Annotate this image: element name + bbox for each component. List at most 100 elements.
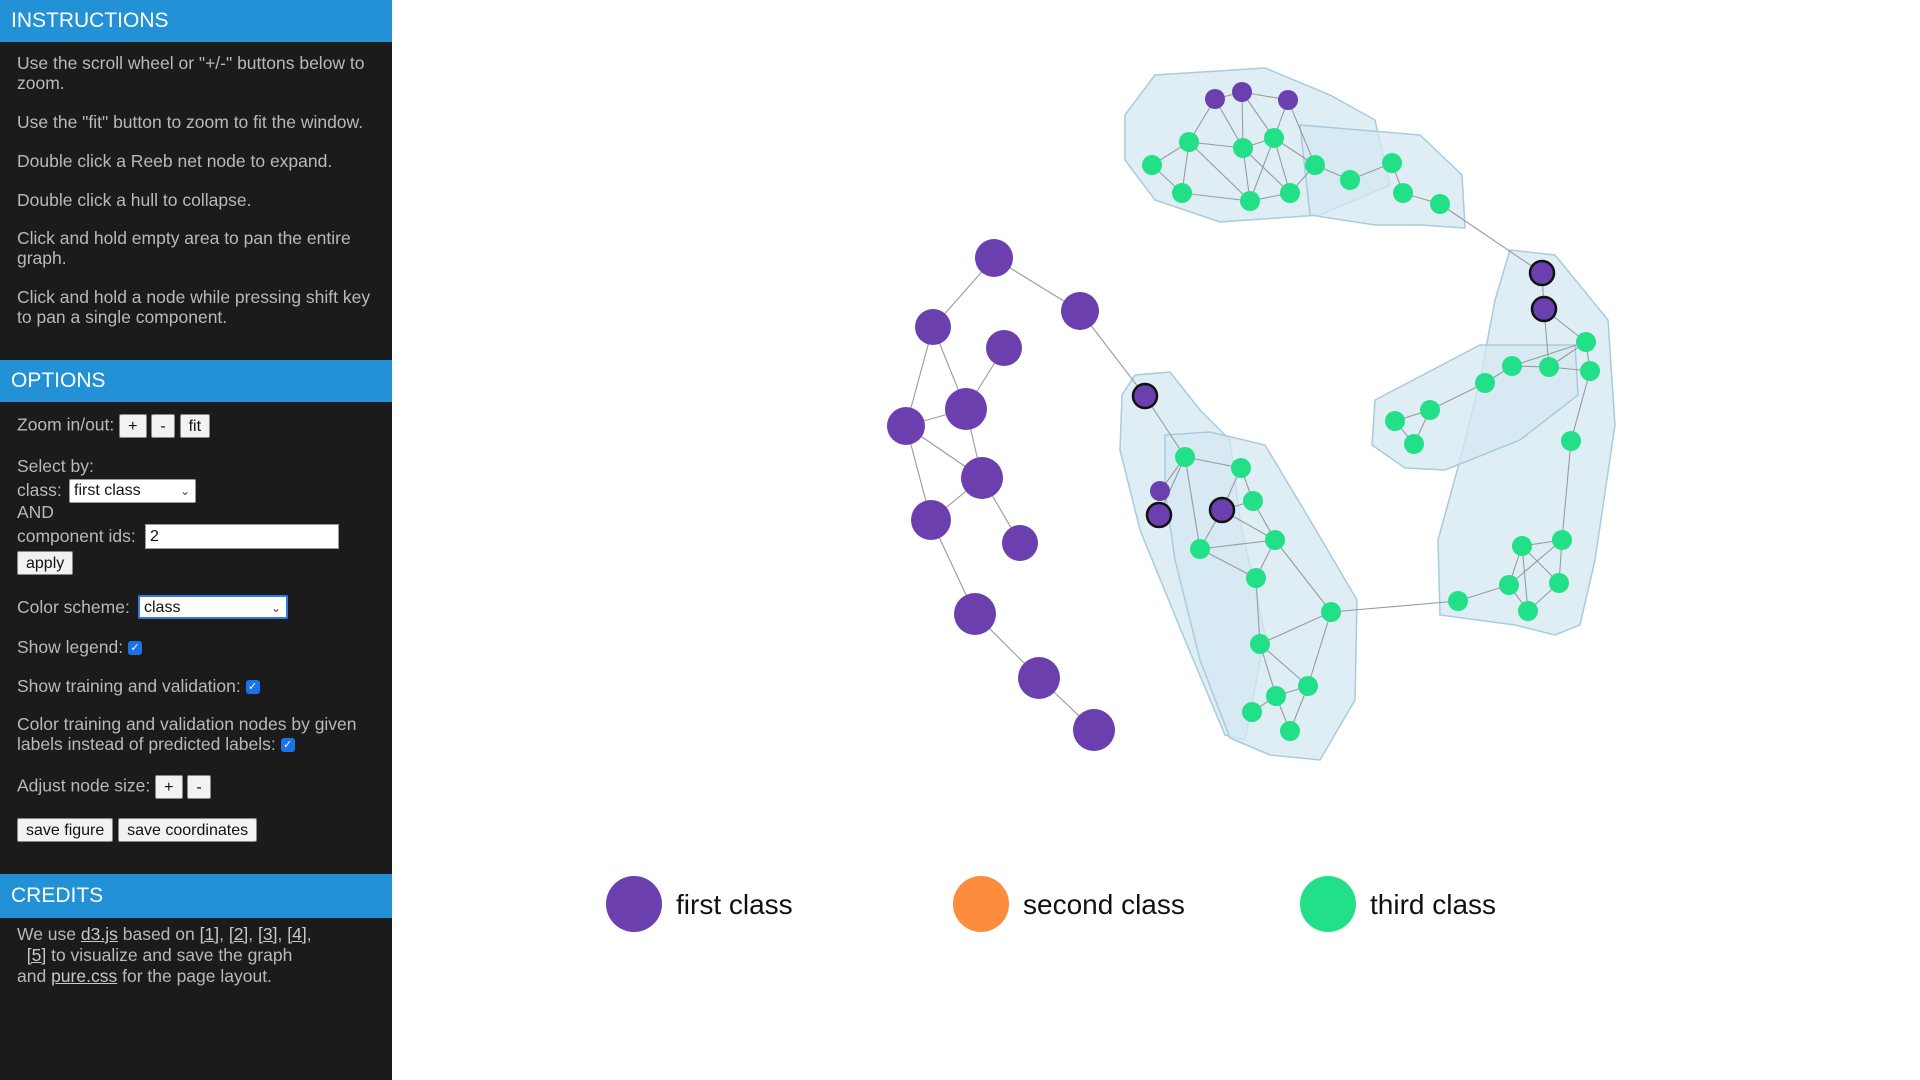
node-m2[interactable] <box>1150 481 1170 501</box>
zoom-fit-button[interactable]: fit <box>179 414 211 438</box>
node-r2[interactable] <box>1530 295 1558 323</box>
node-r15[interactable] <box>1549 573 1569 593</box>
component-ids-input[interactable]: 2 <box>145 524 339 549</box>
node-r9[interactable] <box>1385 411 1405 431</box>
edge <box>1287 99 1316 166</box>
d3-link[interactable]: d3.js <box>80 924 118 944</box>
zoom-row: Zoom in/out: + - fit <box>17 414 211 438</box>
node-size-minus-button[interactable]: - <box>187 775 211 799</box>
node-r6[interactable] <box>1502 356 1522 376</box>
node-r8[interactable] <box>1420 400 1440 420</box>
ref5-link[interactable]: [5] <box>26 945 47 965</box>
and-label: AND <box>17 502 54 522</box>
ref1-link[interactable]: [1] <box>199 924 220 944</box>
node-t11[interactable] <box>1305 155 1325 175</box>
node-p10[interactable] <box>954 593 996 635</box>
edge <box>1570 370 1591 442</box>
save-figure-button[interactable]: save figure <box>17 818 114 842</box>
node-p9[interactable] <box>1002 525 1038 561</box>
instructions-header: INSTRUCTIONS <box>0 0 392 42</box>
node-p4[interactable] <box>986 330 1022 366</box>
node-m14[interactable] <box>1266 686 1286 706</box>
node-t14[interactable] <box>1393 183 1413 203</box>
node-r12[interactable] <box>1552 530 1572 550</box>
show-training-checkbox[interactable]: ✓ <box>245 680 260 695</box>
show-legend-checkbox[interactable]: ✓ <box>127 641 142 656</box>
node-t6[interactable] <box>1264 128 1284 148</box>
apply-button[interactable]: apply <box>17 551 74 575</box>
node-p1[interactable] <box>975 239 1013 277</box>
node-p5[interactable] <box>945 388 987 430</box>
node-p12[interactable] <box>1073 709 1115 751</box>
color-training-checkbox[interactable]: ✓ <box>280 738 295 753</box>
node-t12[interactable] <box>1340 170 1360 190</box>
hull-2 <box>1299 124 1466 229</box>
node-m11[interactable] <box>1321 602 1341 622</box>
select-by-label: Select by: <box>17 456 94 476</box>
node-m15[interactable] <box>1242 702 1262 722</box>
node-size-plus-button[interactable]: + <box>155 775 183 799</box>
zoom-in-button[interactable]: + <box>119 414 147 438</box>
node-m3[interactable] <box>1145 501 1173 529</box>
node-p11[interactable] <box>1018 657 1060 699</box>
node-r14[interactable] <box>1499 575 1519 595</box>
node-m8[interactable] <box>1190 539 1210 559</box>
node-m10[interactable] <box>1246 568 1266 588</box>
instruction-pan-component: Click and hold a node while pressing shi… <box>17 287 371 327</box>
edge <box>1255 577 1261 645</box>
node-r10[interactable] <box>1404 434 1424 454</box>
node-t10[interactable] <box>1280 183 1300 203</box>
instruction-fit: Use the "fit" button to zoom to fit the … <box>17 112 364 132</box>
node-t15[interactable] <box>1430 194 1450 214</box>
legend-label-1: first class <box>676 889 793 920</box>
node-m6[interactable] <box>1231 458 1251 478</box>
edge <box>1199 539 1276 550</box>
zoom-out-button[interactable]: - <box>151 414 175 438</box>
node-t5[interactable] <box>1233 138 1253 158</box>
node-p3[interactable] <box>915 309 951 345</box>
ref2-link[interactable]: [2] <box>228 924 249 944</box>
legend: first class second class third class <box>606 876 1496 932</box>
edge <box>1274 539 1332 613</box>
node-t2[interactable] <box>1232 82 1252 102</box>
node-p6[interactable] <box>887 407 925 445</box>
node-t3[interactable] <box>1278 90 1298 110</box>
node-p8[interactable] <box>911 500 951 540</box>
node-t13[interactable] <box>1382 153 1402 173</box>
node-r17[interactable] <box>1448 591 1468 611</box>
instruction-zoom: Use the scroll wheel or "+/-" buttons be… <box>17 53 365 93</box>
edge <box>1242 147 1291 194</box>
node-r5[interactable] <box>1539 357 1559 377</box>
node-m9[interactable] <box>1265 530 1285 550</box>
zoom-label: Zoom in/out: <box>17 414 115 435</box>
node-r4[interactable] <box>1580 361 1600 381</box>
ref4-link[interactable]: [4] <box>287 924 307 944</box>
node-r3[interactable] <box>1576 332 1596 352</box>
node-r7[interactable] <box>1475 373 1495 393</box>
node-p7[interactable] <box>961 457 1003 499</box>
pure-link[interactable]: pure.css <box>51 966 118 986</box>
node-m7[interactable] <box>1243 491 1263 511</box>
save-coordinates-button[interactable]: save coordinates <box>118 818 258 842</box>
node-t8[interactable] <box>1172 183 1192 203</box>
ref3-link[interactable]: [3] <box>258 924 278 944</box>
node-r16[interactable] <box>1518 601 1538 621</box>
node-r13[interactable] <box>1512 536 1532 556</box>
node-t9[interactable] <box>1240 191 1260 211</box>
class-select[interactable]: first class ⌄ <box>69 479 196 503</box>
node-m4[interactable] <box>1208 496 1236 524</box>
node-m16[interactable] <box>1280 721 1300 741</box>
node-r11[interactable] <box>1561 431 1581 451</box>
edge <box>1259 643 1309 687</box>
node-t1[interactable] <box>1205 89 1225 109</box>
node-r1[interactable] <box>1528 259 1556 287</box>
node-t7[interactable] <box>1142 155 1162 175</box>
node-t4[interactable] <box>1179 132 1199 152</box>
node-m13[interactable] <box>1298 676 1318 696</box>
node-p2[interactable] <box>1061 292 1099 330</box>
graph-canvas[interactable]: first class second class third class <box>392 0 1920 1080</box>
node-m12[interactable] <box>1250 634 1270 654</box>
node-m5[interactable] <box>1175 447 1195 467</box>
color-scheme-select[interactable]: class ⌄ <box>138 595 288 619</box>
node-m1[interactable] <box>1131 382 1159 410</box>
